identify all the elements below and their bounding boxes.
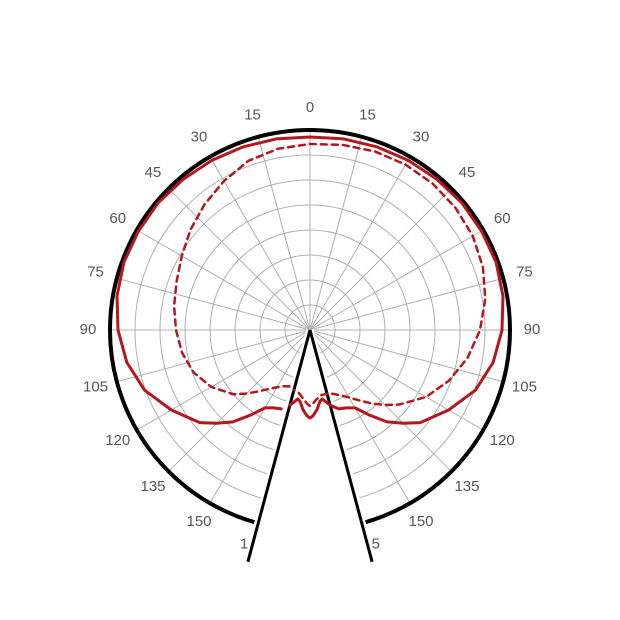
angle-label: 120 [490,432,515,449]
angle-label: 45 [459,164,476,181]
polar-radiation-chart: 1651501351201059075604530150153045607590… [0,0,620,620]
angle-label: 150 [408,513,433,530]
angle-label: 60 [109,210,126,227]
angle-label: 75 [516,264,533,281]
angle-label: 30 [413,129,430,146]
angle-label: 150 [186,513,211,530]
angle-label: 135 [454,478,479,495]
angle-label: 75 [87,264,104,281]
angle-label: 15 [244,107,261,124]
angle-label: 0 [306,99,314,116]
angle-label: 105 [512,378,537,395]
angle-label: 105 [83,378,108,395]
angle-label: 45 [145,164,162,181]
angle-label: 60 [494,210,511,227]
angle-label: 30 [191,129,208,146]
angle-label: 135 [141,478,166,495]
angle-label: 90 [80,321,97,338]
angle-label: 90 [524,321,541,338]
angle-label: 15 [359,107,376,124]
angle-label: 120 [105,432,130,449]
